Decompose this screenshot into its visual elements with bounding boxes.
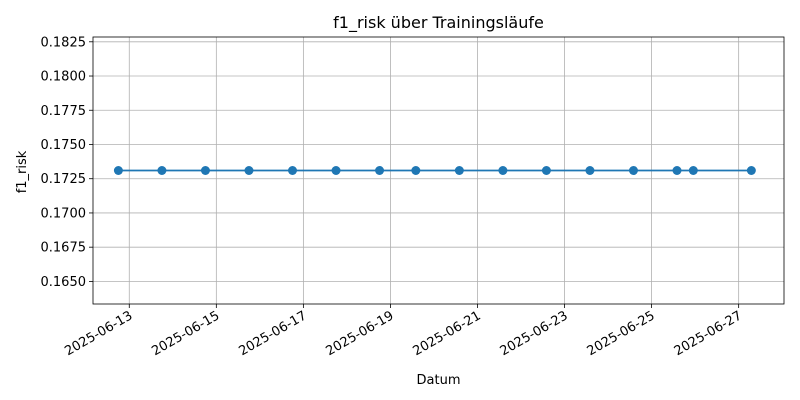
chart-title: f1_risk über Trainingsläufe bbox=[333, 13, 544, 33]
data-point bbox=[113, 166, 123, 175]
y-axis: 0.1650 0.1675 0.1700 0.1725 0.1750 0.1775 0.18… bbox=[41, 35, 93, 290]
data-point bbox=[585, 166, 595, 175]
data-point bbox=[628, 166, 638, 175]
y-tick-label: 0.1775 bbox=[41, 104, 87, 119]
x-tick-label: 2025-06-23 bbox=[498, 308, 571, 359]
x-axis: 2025-06-13 2025-06-15 2025-06-17 2025-06-19… bbox=[62, 304, 745, 359]
data-point bbox=[541, 166, 551, 175]
x-tick-label: 2025-06-19 bbox=[323, 308, 396, 359]
plot-frame bbox=[92, 36, 785, 305]
data-point bbox=[288, 166, 298, 175]
data-point bbox=[454, 166, 464, 175]
data-point bbox=[411, 166, 421, 175]
data-point bbox=[688, 166, 698, 175]
data-point bbox=[244, 166, 254, 175]
x-axis-label: Datum bbox=[417, 373, 461, 388]
data-point bbox=[157, 166, 167, 175]
x-tick-label: 2025-06-17 bbox=[236, 308, 309, 359]
series-layer bbox=[113, 166, 756, 175]
grid bbox=[93, 37, 784, 304]
y-tick-label: 0.1750 bbox=[41, 138, 87, 153]
y-tick-label: 0.1800 bbox=[41, 70, 87, 85]
data-point bbox=[331, 166, 341, 175]
data-point bbox=[746, 166, 756, 175]
y-tick-label: 0.1825 bbox=[41, 35, 87, 50]
y-tick-label: 0.1650 bbox=[41, 275, 87, 290]
data-point bbox=[375, 166, 385, 175]
data-point bbox=[498, 166, 508, 175]
x-tick-label: 2025-06-25 bbox=[585, 308, 658, 359]
x-tick-label: 2025-06-21 bbox=[411, 308, 484, 359]
y-tick-label: 0.1725 bbox=[41, 172, 87, 187]
x-tick-label: 2025-06-13 bbox=[62, 308, 135, 359]
y-tick-label: 0.1700 bbox=[41, 206, 87, 221]
y-tick-label: 0.1675 bbox=[41, 241, 87, 256]
x-tick-label: 2025-06-15 bbox=[149, 308, 222, 359]
data-point bbox=[200, 166, 210, 175]
y-axis-label: f1_risk bbox=[15, 150, 30, 193]
data-point bbox=[672, 166, 682, 175]
x-tick-label: 2025-06-27 bbox=[672, 308, 745, 359]
